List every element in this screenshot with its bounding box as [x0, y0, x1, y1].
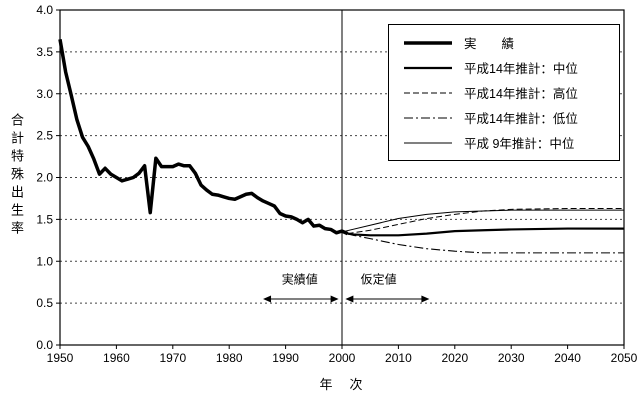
legend-sample-line-h14-medium: [404, 66, 452, 69]
legend-item-actual: 実 績: [403, 30, 613, 55]
x-axis-title: 年 次: [319, 377, 365, 392]
y-tick-label: 2.5: [36, 129, 53, 143]
x-tick-label: 1990: [272, 351, 299, 365]
x-tick-label: 1960: [103, 351, 130, 365]
y-tick-label: 1.0: [36, 254, 53, 268]
legend-sample-line-actual: [404, 40, 452, 45]
x-tick-label: 1950: [47, 351, 74, 365]
legend-item-h14-medium: 平成14年推計：中位: [403, 55, 613, 80]
actual-range-label: 実績値: [282, 272, 318, 287]
legend-item-h9-medium: 平成 9年推計：中位: [403, 130, 613, 155]
legend-item-h14-high: 平成14年推計：高位: [403, 80, 613, 105]
legend-sample-line-h14-low: [404, 116, 452, 119]
y-tick-label: 1.5: [36, 212, 53, 226]
y-tick-label: 0.5: [36, 296, 53, 310]
y-tick-label: 3.0: [36, 87, 53, 101]
y-axis-title: 合計特殊出生率: [9, 113, 24, 239]
legend-item-h14-low: 平成14年推計：低位: [403, 105, 613, 130]
legend-line-sample-h14-low: [403, 112, 453, 124]
series-line-h14-high: [347, 207, 624, 235]
y-tick-label: 2.0: [36, 171, 53, 185]
legend-line-sample-h9-medium: [403, 137, 453, 149]
y-tick-label: 3.5: [36, 45, 53, 59]
legend-line-sample-h14-high: [403, 87, 453, 99]
x-tick-label: 2030: [498, 351, 525, 365]
legend-label-actual: 実 績: [464, 37, 515, 51]
plot-frame: [59, 9, 625, 346]
x-tick-label: 2010: [385, 351, 412, 365]
series-line-h14-low: [347, 233, 624, 254]
assumed-range-arrowhead-left: [345, 295, 354, 303]
x-tick-label: 1980: [216, 351, 243, 365]
legend-sample-line-h14-high: [404, 92, 452, 93]
x-tick-label: 2040: [554, 351, 581, 365]
actual-range-arrowhead-right: [330, 295, 339, 303]
legend: 実 績 平成14年推計：中位 平成14年推計：高位 平成14年推計：低位 平成 …: [388, 24, 620, 161]
y-tick-label: 4.0: [36, 3, 53, 17]
legend-label-h9-medium: 平成 9年推計：中位: [464, 137, 575, 151]
legend-label-h14-low: 平成14年推計：低位: [464, 112, 578, 126]
assumed-range-arrowhead-right: [421, 295, 430, 303]
y-tick-label: 0.0: [36, 338, 53, 352]
legend-sample-line-h9-medium: [404, 142, 452, 143]
series-line-h9-medium: [341, 209, 624, 233]
legend-label-h14-high: 平成14年推計：高位: [464, 87, 578, 101]
legend-label-h14-medium: 平成14年推計：中位: [464, 62, 578, 76]
legend-line-sample-h14-medium: [403, 62, 453, 74]
assumed-range-label: 仮定値: [361, 272, 397, 287]
actual-range-arrowhead-left: [263, 295, 272, 303]
x-tick-label: 1970: [159, 351, 186, 365]
x-tick-label: 2000: [329, 351, 356, 365]
x-tick-label: 2020: [441, 351, 468, 365]
x-tick-label: 2050: [611, 351, 637, 365]
legend-line-sample-actual: [403, 37, 453, 49]
series-line-h14-medium: [347, 227, 624, 237]
series-line-actual: [58, 39, 349, 236]
